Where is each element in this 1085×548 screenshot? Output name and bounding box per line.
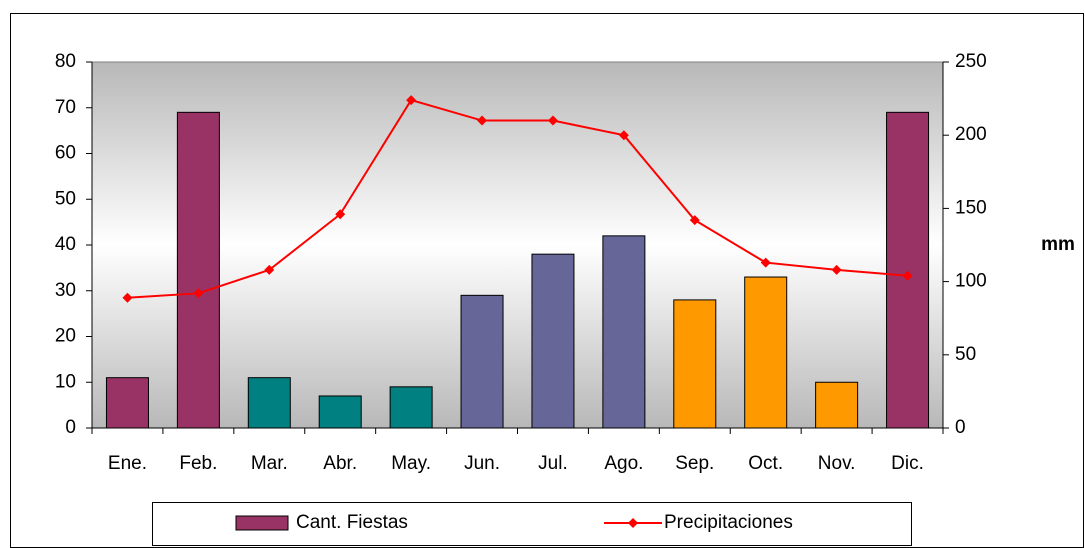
line-marker xyxy=(831,264,842,275)
bar xyxy=(176,111,220,429)
y2-tick-label: 150 xyxy=(955,197,987,218)
y-tick-label: 80 xyxy=(55,51,76,72)
bar xyxy=(815,381,859,429)
bar xyxy=(318,395,362,429)
line-marker xyxy=(335,209,346,220)
bar xyxy=(602,235,646,429)
y2-axis-label: mm xyxy=(1041,234,1075,255)
x-tick-label: Ene. xyxy=(108,453,147,474)
x-tick-label: Ago. xyxy=(604,453,643,474)
y2-tick-label: 200 xyxy=(955,124,987,145)
bar xyxy=(460,294,504,429)
bar xyxy=(744,276,788,429)
x-tick-label: Sep. xyxy=(675,453,714,474)
y-tick-label: 50 xyxy=(55,188,76,209)
line-marker xyxy=(122,292,133,303)
line-marker xyxy=(618,130,629,141)
line xyxy=(127,98,908,299)
y2-tick-label: 50 xyxy=(955,344,976,365)
line-marker xyxy=(264,264,275,275)
x-tick-label: Feb. xyxy=(179,453,217,474)
bar xyxy=(886,111,930,429)
legend-label: Precipitaciones xyxy=(664,512,793,533)
legend-swatch xyxy=(235,515,289,531)
bar xyxy=(389,386,433,429)
line-marker xyxy=(477,115,488,126)
line-marker xyxy=(902,270,913,281)
line-marker xyxy=(689,215,700,226)
x-tick-label: Dic. xyxy=(891,453,924,474)
legend-swatch-marker xyxy=(628,518,638,528)
bar xyxy=(673,299,717,429)
y-tick-label: 70 xyxy=(55,97,76,118)
x-tick-label: Oct. xyxy=(748,453,783,474)
y2-tick-label: 100 xyxy=(955,271,987,292)
x-tick-label: Nov. xyxy=(818,453,856,474)
x-tick-label: Abr. xyxy=(323,453,357,474)
bar xyxy=(105,377,149,429)
line-marker xyxy=(547,115,558,126)
legend-label: Cant. Fiestas xyxy=(296,512,408,533)
x-tick-label: Jun. xyxy=(464,453,500,474)
bar xyxy=(247,377,291,429)
y-tick-label: 30 xyxy=(55,280,76,301)
y-tick-label: 0 xyxy=(65,417,76,438)
bar xyxy=(531,253,575,429)
x-tick-label: Jul. xyxy=(538,453,568,474)
y-tick-label: 40 xyxy=(55,234,76,255)
y-tick-label: 10 xyxy=(55,371,76,392)
y-tick-label: 20 xyxy=(55,326,76,347)
plot-area xyxy=(91,61,944,429)
line-marker xyxy=(760,257,771,268)
x-tick-label: May. xyxy=(391,453,431,474)
x-tick-label: Mar. xyxy=(251,453,288,474)
line-marker xyxy=(406,95,417,106)
y-tick-label: 60 xyxy=(55,143,76,164)
y2-tick-label: 250 xyxy=(955,51,987,72)
y2-tick-label: 0 xyxy=(955,417,966,438)
line-marker xyxy=(193,288,204,299)
